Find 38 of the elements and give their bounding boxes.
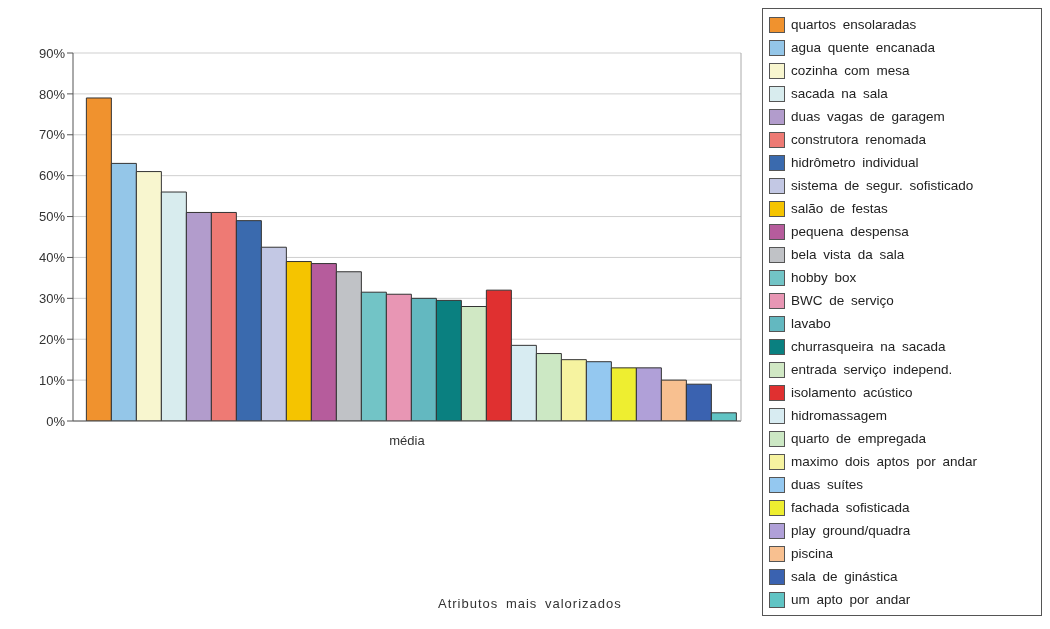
- legend-label: agua quente encanada: [791, 40, 936, 55]
- legend-label: piscina: [791, 546, 834, 561]
- legend-label: sistema de segur. sofisticado: [791, 178, 974, 193]
- y-tick-label: 20%: [38, 331, 66, 347]
- legend-label: sala de ginástica: [791, 569, 898, 584]
- y-tick-label: 10%: [38, 372, 66, 388]
- legend-label: hidromassagem: [791, 408, 888, 423]
- legend-label: maximo dois aptos por andar: [791, 454, 978, 469]
- legend-label: um apto por andar: [791, 592, 911, 607]
- legend-label: hidrômetro individual: [791, 155, 919, 170]
- legend-label: construtora renomada: [791, 132, 927, 147]
- y-tick-label: 60%: [38, 168, 66, 184]
- legend-label: lavabo: [791, 316, 831, 331]
- legend-label: salão de festas: [791, 201, 888, 216]
- x-tick-label: média: [389, 433, 426, 448]
- legend-label: BWC de serviço: [791, 293, 894, 308]
- legend-label: fachada sofisticada: [791, 500, 910, 515]
- y-tick-label: 30%: [38, 290, 66, 306]
- legend-label: isolamento acústico: [791, 385, 913, 400]
- y-tick-label: 80%: [38, 86, 66, 102]
- y-tick-label: 40%: [38, 250, 66, 266]
- legend-label: bela vista da sala: [791, 247, 905, 262]
- legend-label: churrasqueira na sacada: [791, 339, 946, 354]
- legend-label: play ground/quadra: [791, 523, 911, 538]
- legend-label: entrada serviço independ.: [791, 362, 953, 377]
- y-tick-label: 70%: [38, 127, 66, 143]
- legend-label: hobby box: [791, 270, 857, 285]
- legend-label: sacada na sala: [791, 86, 888, 101]
- y-tick-label: 90%: [38, 45, 66, 61]
- legend-label: quarto de empregada: [791, 431, 927, 446]
- legend-label: duas vagas de garagem: [791, 109, 945, 124]
- legend-label: cozinha com mesa: [791, 63, 910, 78]
- y-tick-label: 50%: [38, 209, 66, 225]
- legend-label: quartos ensolaradas: [791, 17, 917, 32]
- text: Atributos mais valorizados: [438, 596, 622, 611]
- legend-label: duas suítes: [791, 477, 864, 492]
- legend-label: pequena despensa: [791, 224, 909, 239]
- y-tick-label: 0%: [46, 413, 66, 429]
